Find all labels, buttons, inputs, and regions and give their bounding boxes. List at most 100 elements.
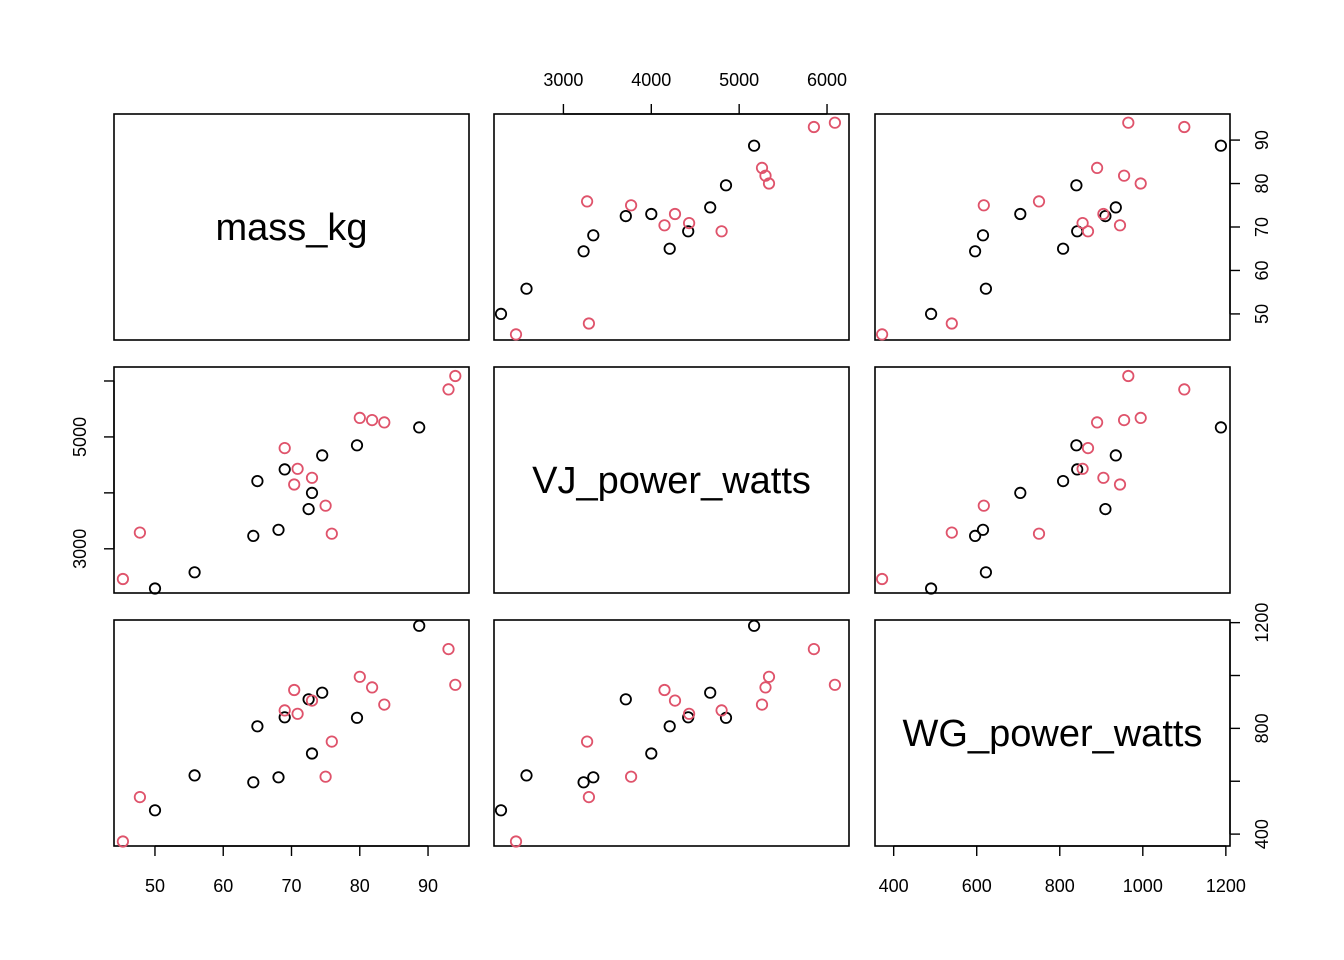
point-r0-c1-9 — [719, 179, 733, 192]
point-r0-c2-18 — [1081, 225, 1095, 238]
point-r0-c1-4 — [619, 210, 632, 223]
point-r1-c2-22 — [1178, 383, 1191, 396]
tick-label-top-vj-power-watts-1: 4000 — [631, 70, 671, 90]
point-r0-c2-2 — [968, 245, 982, 258]
point-r0-c1-10 — [747, 139, 761, 152]
point-r2-c0-12 — [133, 790, 146, 804]
point-r2-c0-15 — [288, 683, 301, 697]
point-r0-c2-9 — [1070, 179, 1083, 192]
point-r1-c2-13 — [1032, 527, 1046, 540]
point-r1-c0-3 — [272, 523, 285, 536]
point-r2-c1-6 — [663, 720, 676, 733]
point-r2-c1-20 — [759, 681, 772, 694]
tick-label-bottom-mass-kg-1: 60 — [213, 876, 233, 896]
point-r0-c1-13 — [580, 195, 594, 208]
point-r0-c1-0 — [494, 307, 508, 320]
tick-label-right-mass-kg-4: 90 — [1252, 130, 1272, 150]
point-r1-c2-14 — [977, 499, 990, 512]
point-r1-c0-17 — [291, 462, 304, 475]
tick-label-bottom-wg-power-watts-4: 1200 — [1206, 876, 1246, 896]
point-r1-c2-18 — [1081, 441, 1095, 455]
point-r0-c1-3 — [587, 229, 600, 242]
point-r0-c1-15 — [658, 219, 671, 232]
point-r1-c2-8 — [1109, 449, 1122, 462]
point-r1-c2-0 — [924, 582, 938, 595]
point-r0-c2-6 — [1057, 242, 1070, 255]
point-r2-c0-14 — [319, 770, 332, 783]
point-r2-c0-5 — [305, 747, 319, 760]
tick-label-top-vj-power-watts-2: 5000 — [719, 70, 759, 90]
point-r0-c1-2 — [577, 245, 590, 258]
point-r0-c1-21 — [762, 177, 776, 190]
point-r1-c2-5 — [1014, 486, 1027, 499]
point-r1-c0-15 — [288, 478, 301, 491]
point-r2-c0-10 — [413, 619, 426, 632]
panel-frame-0-1 — [493, 113, 850, 341]
point-r1-c0-8 — [316, 449, 329, 462]
point-r2-c1-11 — [509, 835, 523, 848]
point-r1-c0-1 — [188, 566, 201, 579]
diagonal-label-vj-power-watts: VJ_power_watts — [532, 460, 811, 502]
point-r0-c2-4 — [1099, 210, 1112, 223]
point-r1-c0-13 — [325, 527, 338, 540]
point-r1-c0-14 — [319, 499, 332, 512]
point-r2-c1-17 — [682, 707, 696, 720]
tick-label-right-mass-kg-1: 60 — [1252, 260, 1272, 280]
tick-label-bottom-wg-power-watts-2: 800 — [1045, 876, 1075, 896]
point-r1-c0-18 — [278, 441, 291, 455]
point-r0-c1-14 — [624, 199, 638, 212]
point-r0-c2-20 — [1118, 169, 1131, 182]
point-r1-c2-15 — [1113, 478, 1127, 491]
point-r0-c2-14 — [977, 199, 990, 212]
point-r2-c1-13 — [580, 735, 594, 748]
point-r1-c2-9 — [1070, 439, 1083, 452]
point-r0-c2-16 — [1097, 207, 1110, 221]
point-r2-c1-5 — [645, 747, 658, 760]
point-r0-c1-17 — [682, 217, 696, 230]
point-r2-c1-19 — [755, 698, 769, 711]
point-r0-c1-23 — [828, 116, 842, 129]
point-r2-c0-23 — [449, 678, 462, 691]
tick-label-left-vj-power-watts-0: 3000 — [70, 529, 90, 569]
point-r2-c0-19 — [378, 698, 391, 711]
point-r1-c0-10 — [413, 421, 426, 434]
tick-label-left-vj-power-watts-1: 5000 — [70, 417, 90, 457]
panel-frame-2-1 — [493, 619, 850, 847]
point-r2-c1-15 — [658, 683, 671, 697]
point-r0-c2-0 — [924, 307, 938, 320]
point-r1-c0-6 — [251, 474, 264, 488]
point-r2-c0-18 — [278, 704, 291, 717]
panel-frame-2-0 — [113, 619, 470, 847]
point-r0-c1-8 — [704, 201, 717, 214]
point-r0-c2-11 — [875, 328, 889, 341]
point-r1-c0-23 — [449, 369, 462, 383]
point-r1-c2-1 — [979, 566, 993, 579]
point-r1-c0-5 — [305, 486, 319, 499]
point-r1-c0-22 — [442, 383, 455, 396]
point-r2-c1-1 — [520, 769, 533, 782]
point-r2-c1-16 — [668, 694, 682, 707]
panel-frame-0-2 — [874, 113, 1231, 341]
point-r1-c0-9 — [350, 439, 364, 452]
point-r1-c0-12 — [133, 526, 146, 539]
tick-label-right-wg-power-watts-2: 1200 — [1252, 603, 1272, 643]
tick-label-bottom-mass-kg-3: 80 — [350, 876, 370, 896]
point-r1-c0-20 — [365, 413, 379, 427]
point-r1-c2-11 — [875, 572, 889, 586]
tick-label-right-mass-kg-3: 80 — [1252, 174, 1272, 194]
point-r1-c0-21 — [353, 411, 366, 424]
point-r0-c2-19 — [1091, 161, 1104, 174]
point-r2-c1-12 — [582, 790, 596, 804]
point-r2-c0-2 — [247, 776, 260, 789]
point-r1-c0-4 — [302, 502, 315, 516]
point-r1-c0-11 — [116, 572, 130, 586]
point-r0-c2-23 — [1122, 116, 1135, 129]
point-r0-c2-8 — [1109, 201, 1122, 214]
point-r1-c0-19 — [378, 416, 391, 429]
point-r0-c1-1 — [520, 282, 533, 295]
point-r1-c2-16 — [1097, 471, 1110, 484]
point-r2-c0-16 — [305, 694, 319, 707]
point-r1-c2-12 — [945, 526, 958, 539]
point-r1-c2-21 — [1134, 411, 1147, 424]
tick-label-bottom-wg-power-watts-1: 600 — [962, 876, 992, 896]
